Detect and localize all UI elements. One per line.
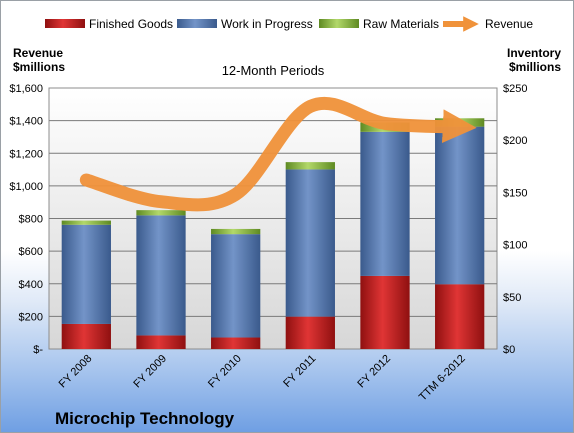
right-axis-title-line1: Inventory [507, 46, 561, 60]
bar-finished-goods [211, 337, 261, 349]
left-tick-label: $- [33, 344, 43, 356]
bar-work-in-progress [285, 169, 335, 317]
left-tick-label: $1,200 [9, 148, 43, 160]
legend-label-revenue: Revenue [485, 17, 533, 31]
left-tick-label: $1,600 [9, 83, 43, 95]
bar-finished-goods [61, 323, 111, 349]
bar-finished-goods [435, 284, 485, 349]
legend: Finished Goods Work in Progress Raw Mate… [45, 16, 533, 32]
gridlines [49, 120, 497, 317]
left-tick-label: $1,400 [9, 116, 43, 128]
bar-raw-materials [61, 220, 111, 225]
right-axis-title-line2: $millions [509, 60, 561, 74]
legend-label-raw-materials: Raw Materials [363, 17, 439, 31]
category-labels: FY 2008 FY 2009 FY 2010 FY 2011 FY 2012 TTM 6… [57, 353, 468, 404]
right-tick-label: $200 [503, 135, 527, 147]
chart-title: 12-Month Periods [222, 63, 325, 78]
right-tick-label: $50 [503, 292, 521, 304]
category-label: FY 2011 [281, 353, 318, 390]
bars [61, 118, 485, 349]
left-tick-label: $400 [19, 279, 43, 291]
left-tick-label: $600 [19, 246, 43, 258]
bar-work-in-progress [211, 234, 261, 338]
left-axis-title-line1: Revenue [13, 46, 63, 60]
right-tick-label: $250 [503, 83, 527, 95]
left-axis-title-line2: $millions [13, 60, 65, 74]
left-tick-label: $200 [19, 311, 43, 323]
bar-work-in-progress [61, 224, 111, 324]
revenue-line-path [79, 96, 477, 212]
bar-finished-goods [285, 316, 335, 349]
company-name: Microchip Technology [55, 409, 235, 428]
category-label: FY 2012 [355, 353, 393, 391]
bar-work-in-progress [360, 131, 410, 276]
legend-swatch-raw-materials [319, 19, 359, 28]
right-tick-label: $150 [503, 187, 527, 199]
bar-finished-goods [360, 275, 410, 349]
bar-raw-materials [136, 210, 186, 216]
category-label: TTM 6-2012 [417, 353, 468, 404]
right-axis-ticks: $0 $50 $100 $150 $200 $250 [503, 83, 527, 356]
legend-swatch-finished-goods [45, 19, 85, 28]
left-tick-label: $1,000 [9, 181, 43, 193]
bar-work-in-progress [435, 126, 485, 285]
bar-raw-materials [285, 162, 335, 170]
left-tick-label: $800 [19, 214, 43, 226]
right-tick-label: $100 [503, 240, 527, 252]
bar-raw-materials [211, 228, 261, 235]
legend-label-finished-goods: Finished Goods [89, 17, 173, 31]
category-label: FY 2009 [131, 353, 169, 391]
bar-finished-goods [136, 335, 186, 349]
category-label: FY 2008 [57, 353, 95, 391]
left-axis-ticks: $- $200 $400 $600 $800 $1,000 $1,200 $1,400 $1,6… [9, 83, 43, 356]
bar-work-in-progress [136, 215, 186, 336]
right-tick-label: $0 [503, 344, 515, 356]
revenue-line [79, 96, 477, 212]
legend-swatch-work-in-progress [177, 19, 217, 28]
legend-label-work-in-progress: Work in Progress [221, 17, 313, 31]
category-label: FY 2010 [206, 353, 244, 391]
